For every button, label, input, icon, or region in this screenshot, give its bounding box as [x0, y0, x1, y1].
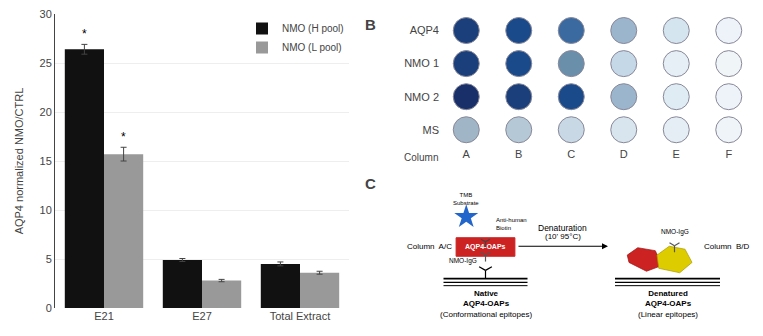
- svg-text:B: B: [515, 148, 522, 160]
- svg-text:5: 5: [46, 253, 52, 265]
- svg-text:NMO 2: NMO 2: [404, 91, 439, 103]
- svg-text:30: 30: [40, 8, 52, 20]
- svg-text:15: 15: [40, 155, 52, 167]
- svg-text:F: F: [725, 148, 732, 160]
- svg-text:Denaturation: Denaturation: [538, 223, 587, 233]
- svg-text:NMO (H pool): NMO (H pool): [282, 23, 344, 34]
- svg-text:(10' 95°C): (10' 95°C): [545, 232, 581, 241]
- svg-text:10: 10: [40, 204, 52, 216]
- svg-text:A: A: [463, 148, 471, 160]
- svg-text:AQP4: AQP4: [410, 24, 439, 36]
- svg-text:D: D: [620, 148, 628, 160]
- svg-text:NativeAQP4-OAPs(Conformational: NativeAQP4-OAPs(Conformational epitopes): [440, 289, 532, 319]
- svg-text:25: 25: [40, 57, 52, 69]
- svg-text:TMBSubstrate: TMBSubstrate: [453, 192, 479, 206]
- svg-text:0: 0: [46, 302, 52, 314]
- svg-text:E21: E21: [94, 310, 114, 322]
- svg-text:NMO-IgG: NMO-IgG: [661, 228, 689, 236]
- svg-text:MS: MS: [423, 124, 440, 136]
- svg-text:NMO-IgG: NMO-IgG: [449, 257, 477, 265]
- svg-text:Column: Column: [404, 152, 438, 163]
- svg-text:E: E: [673, 148, 680, 160]
- svg-text:C: C: [567, 148, 575, 160]
- svg-text:NMO (L pool): NMO (L pool): [282, 42, 342, 53]
- svg-text:20: 20: [40, 106, 52, 118]
- svg-text:DenaturedAQP4-OAPs(Linear epit: DenaturedAQP4-OAPs(Linear epitopes): [638, 289, 698, 319]
- svg-text:Total Extract: Total Extract: [270, 310, 331, 322]
- svg-text:AQP4-OAPs: AQP4-OAPs: [465, 243, 506, 251]
- svg-text:AQP4 normalized NMO/CTRL: AQP4 normalized NMO/CTRL: [13, 88, 25, 235]
- svg-text:*: *: [121, 130, 126, 144]
- svg-text:B: B: [365, 16, 376, 33]
- svg-text:E27: E27: [192, 310, 212, 322]
- svg-text:Column B/D: Column B/D: [704, 242, 750, 251]
- svg-text:NMO 1: NMO 1: [404, 57, 439, 69]
- svg-text:C: C: [365, 175, 376, 192]
- svg-text:*: *: [82, 27, 87, 41]
- svg-text:Column A/C: Column A/C: [407, 242, 452, 251]
- svg-text:Anti-humanBiotin: Anti-humanBiotin: [496, 217, 527, 231]
